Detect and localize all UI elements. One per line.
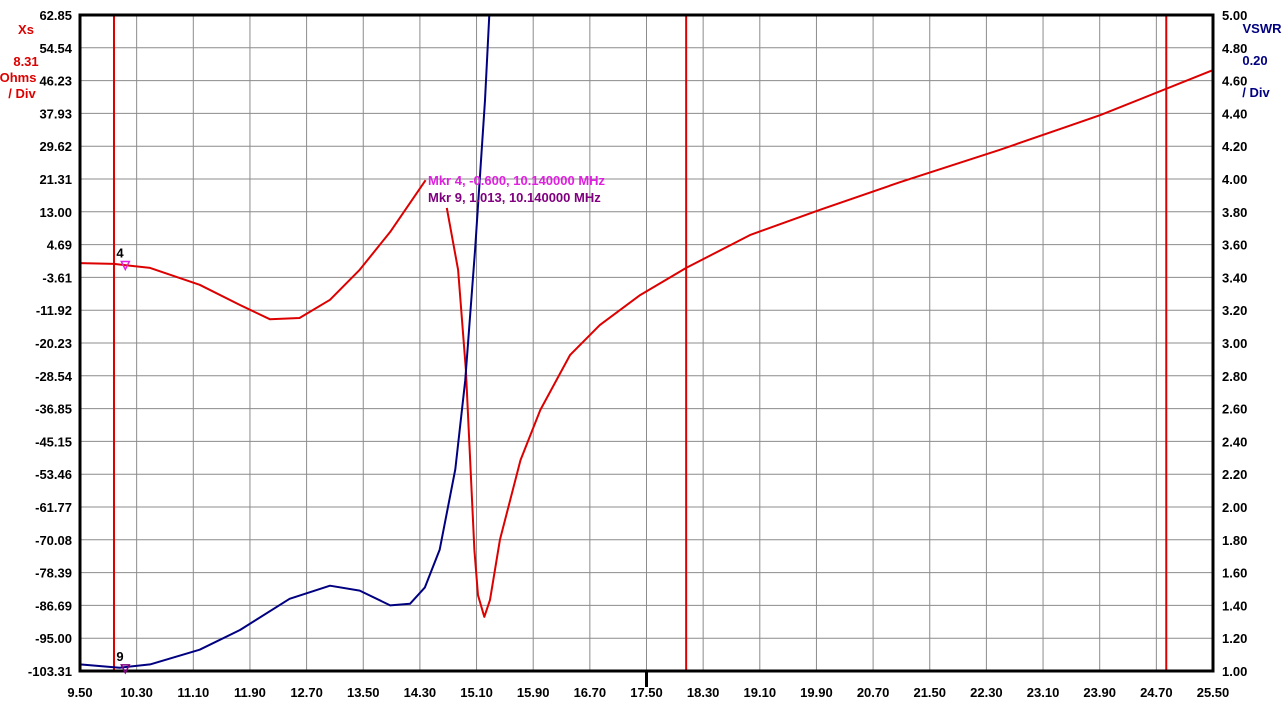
x-tick-label: 11.10 — [177, 685, 209, 699]
right-y-tick-label: 4.60 — [1222, 74, 1247, 89]
left-axis-per-div: / Div — [8, 86, 36, 101]
series-line-vswr — [79, 14, 491, 669]
x-tick-label: 18.30 — [687, 685, 720, 699]
left-y-tick-label: -20.23 — [35, 336, 72, 351]
x-tick-label: 23.90 — [1083, 685, 1116, 699]
right-y-tick-label: 3.80 — [1222, 205, 1247, 220]
left-y-tick-label: -36.85 — [35, 402, 72, 417]
marker-id-label: 9 — [116, 649, 123, 664]
x-tick-label: 19.90 — [800, 685, 833, 699]
vertical-lines — [112, 15, 1168, 671]
marker-9-readout: Mkr 9, 1.013, 10.140000 MHz — [428, 190, 601, 205]
series-line-xs — [445, 69, 1214, 618]
left-y-tick-label: 62.85 — [39, 8, 72, 23]
right-y-tick-label: 5.00 — [1222, 8, 1247, 23]
left-y-tick-label: -78.39 — [35, 566, 72, 581]
right-y-tick-label: 3.00 — [1222, 336, 1247, 351]
x-tick-label: 15.90 — [517, 685, 550, 699]
plot-frame — [78, 13, 1215, 687]
series-line-xs — [79, 179, 427, 321]
left-y-tick-label: -45.15 — [35, 434, 72, 449]
tick-labels: 9.50 10.30 11.10 11.90 12.70 13.50 14.30 15.10 1… — [28, 8, 1247, 700]
markers: 49 — [116, 246, 131, 675]
left-y-tick-label: 21.31 — [39, 172, 72, 187]
left-y-tick-label: -95.00 — [35, 631, 72, 646]
left-y-tick-label: 29.62 — [39, 139, 72, 154]
right-y-tick-label: 2.60 — [1222, 402, 1247, 417]
x-tick-label: 23.10 — [1027, 685, 1060, 699]
x-tick-label: 24.70 — [1140, 685, 1173, 699]
right-axis-per-div: / Div — [1242, 85, 1270, 100]
left-y-tick-label: 4.69 — [47, 238, 72, 253]
grid — [80, 15, 1213, 671]
right-y-tick-label: 4.40 — [1222, 106, 1247, 121]
marker-triangle-icon — [120, 260, 131, 272]
right-y-tick-label: 4.80 — [1222, 41, 1247, 56]
right-y-tick-label: 1.20 — [1222, 631, 1247, 646]
right-y-tick-label: 3.40 — [1222, 270, 1247, 285]
x-tick-label: 10.30 — [120, 685, 153, 699]
left-y-tick-label: 46.23 — [39, 74, 72, 89]
x-tick-label: 20.70 — [857, 685, 890, 699]
marker-4-readout: Mkr 4, -0.600, 10.140000 MHz — [428, 173, 606, 188]
marker-triangle-icon — [120, 664, 131, 675]
x-tick-label: 17.50 — [630, 685, 663, 699]
right-y-tick-label: 2.00 — [1222, 500, 1247, 515]
x-tick-label: 21.50 — [913, 685, 946, 699]
right-y-tick-label: 3.20 — [1222, 303, 1247, 318]
left-y-tick-label: -61.77 — [35, 500, 72, 515]
x-tick-label: 11.90 — [234, 685, 266, 699]
left-axis-name: Xs — [18, 22, 34, 37]
left-y-tick-label: -70.08 — [35, 533, 72, 548]
left-y-tick-label: -53.46 — [35, 467, 72, 482]
left-y-tick-label: 13.00 — [39, 205, 72, 220]
x-tick-label: 13.50 — [347, 685, 380, 699]
right-y-tick-label: 1.60 — [1222, 566, 1247, 581]
left-y-tick-label: 54.54 — [39, 41, 72, 56]
left-axis-scale: 8.31 — [13, 54, 38, 69]
left-y-tick-label: -11.92 — [36, 303, 72, 318]
x-tick-label: 22.30 — [970, 685, 1003, 699]
x-tick-label: 16.70 — [574, 685, 607, 699]
x-tick-label: 15.10 — [460, 685, 493, 699]
right-y-tick-label: 2.40 — [1222, 434, 1247, 449]
right-axis-name: VSWR — [1243, 21, 1283, 36]
right-y-tick-label: 2.80 — [1222, 369, 1247, 384]
right-axis-scale: 0.20 — [1242, 53, 1267, 68]
right-y-tick-label: 4.20 — [1222, 139, 1247, 154]
left-y-tick-label: -3.61 — [42, 270, 72, 285]
x-tick-label: 14.30 — [404, 685, 437, 699]
right-y-tick-label: 1.00 — [1222, 664, 1247, 679]
marker-id-label: 4 — [116, 246, 124, 261]
left-y-tick-label: -28.54 — [35, 369, 73, 384]
right-y-tick-label: 2.20 — [1222, 467, 1247, 482]
x-tick-label: 9.50 — [67, 685, 92, 699]
right-y-tick-label: 1.80 — [1222, 533, 1247, 548]
left-axis-unit: Ohms — [0, 70, 36, 85]
right-y-tick-label: 1.40 — [1222, 598, 1247, 613]
right-y-tick-label: 3.60 — [1222, 238, 1247, 253]
x-tick-label: 12.70 — [290, 685, 323, 699]
left-y-tick-label: 37.93 — [39, 106, 72, 121]
series — [79, 14, 1214, 669]
left-y-tick-label: -103.31 — [28, 664, 72, 679]
x-tick-label: 19.10 — [744, 685, 777, 699]
left-y-tick-label: -86.69 — [35, 598, 72, 613]
x-tick-label: 25.50 — [1197, 685, 1230, 699]
right-y-tick-label: 4.00 — [1222, 172, 1247, 187]
